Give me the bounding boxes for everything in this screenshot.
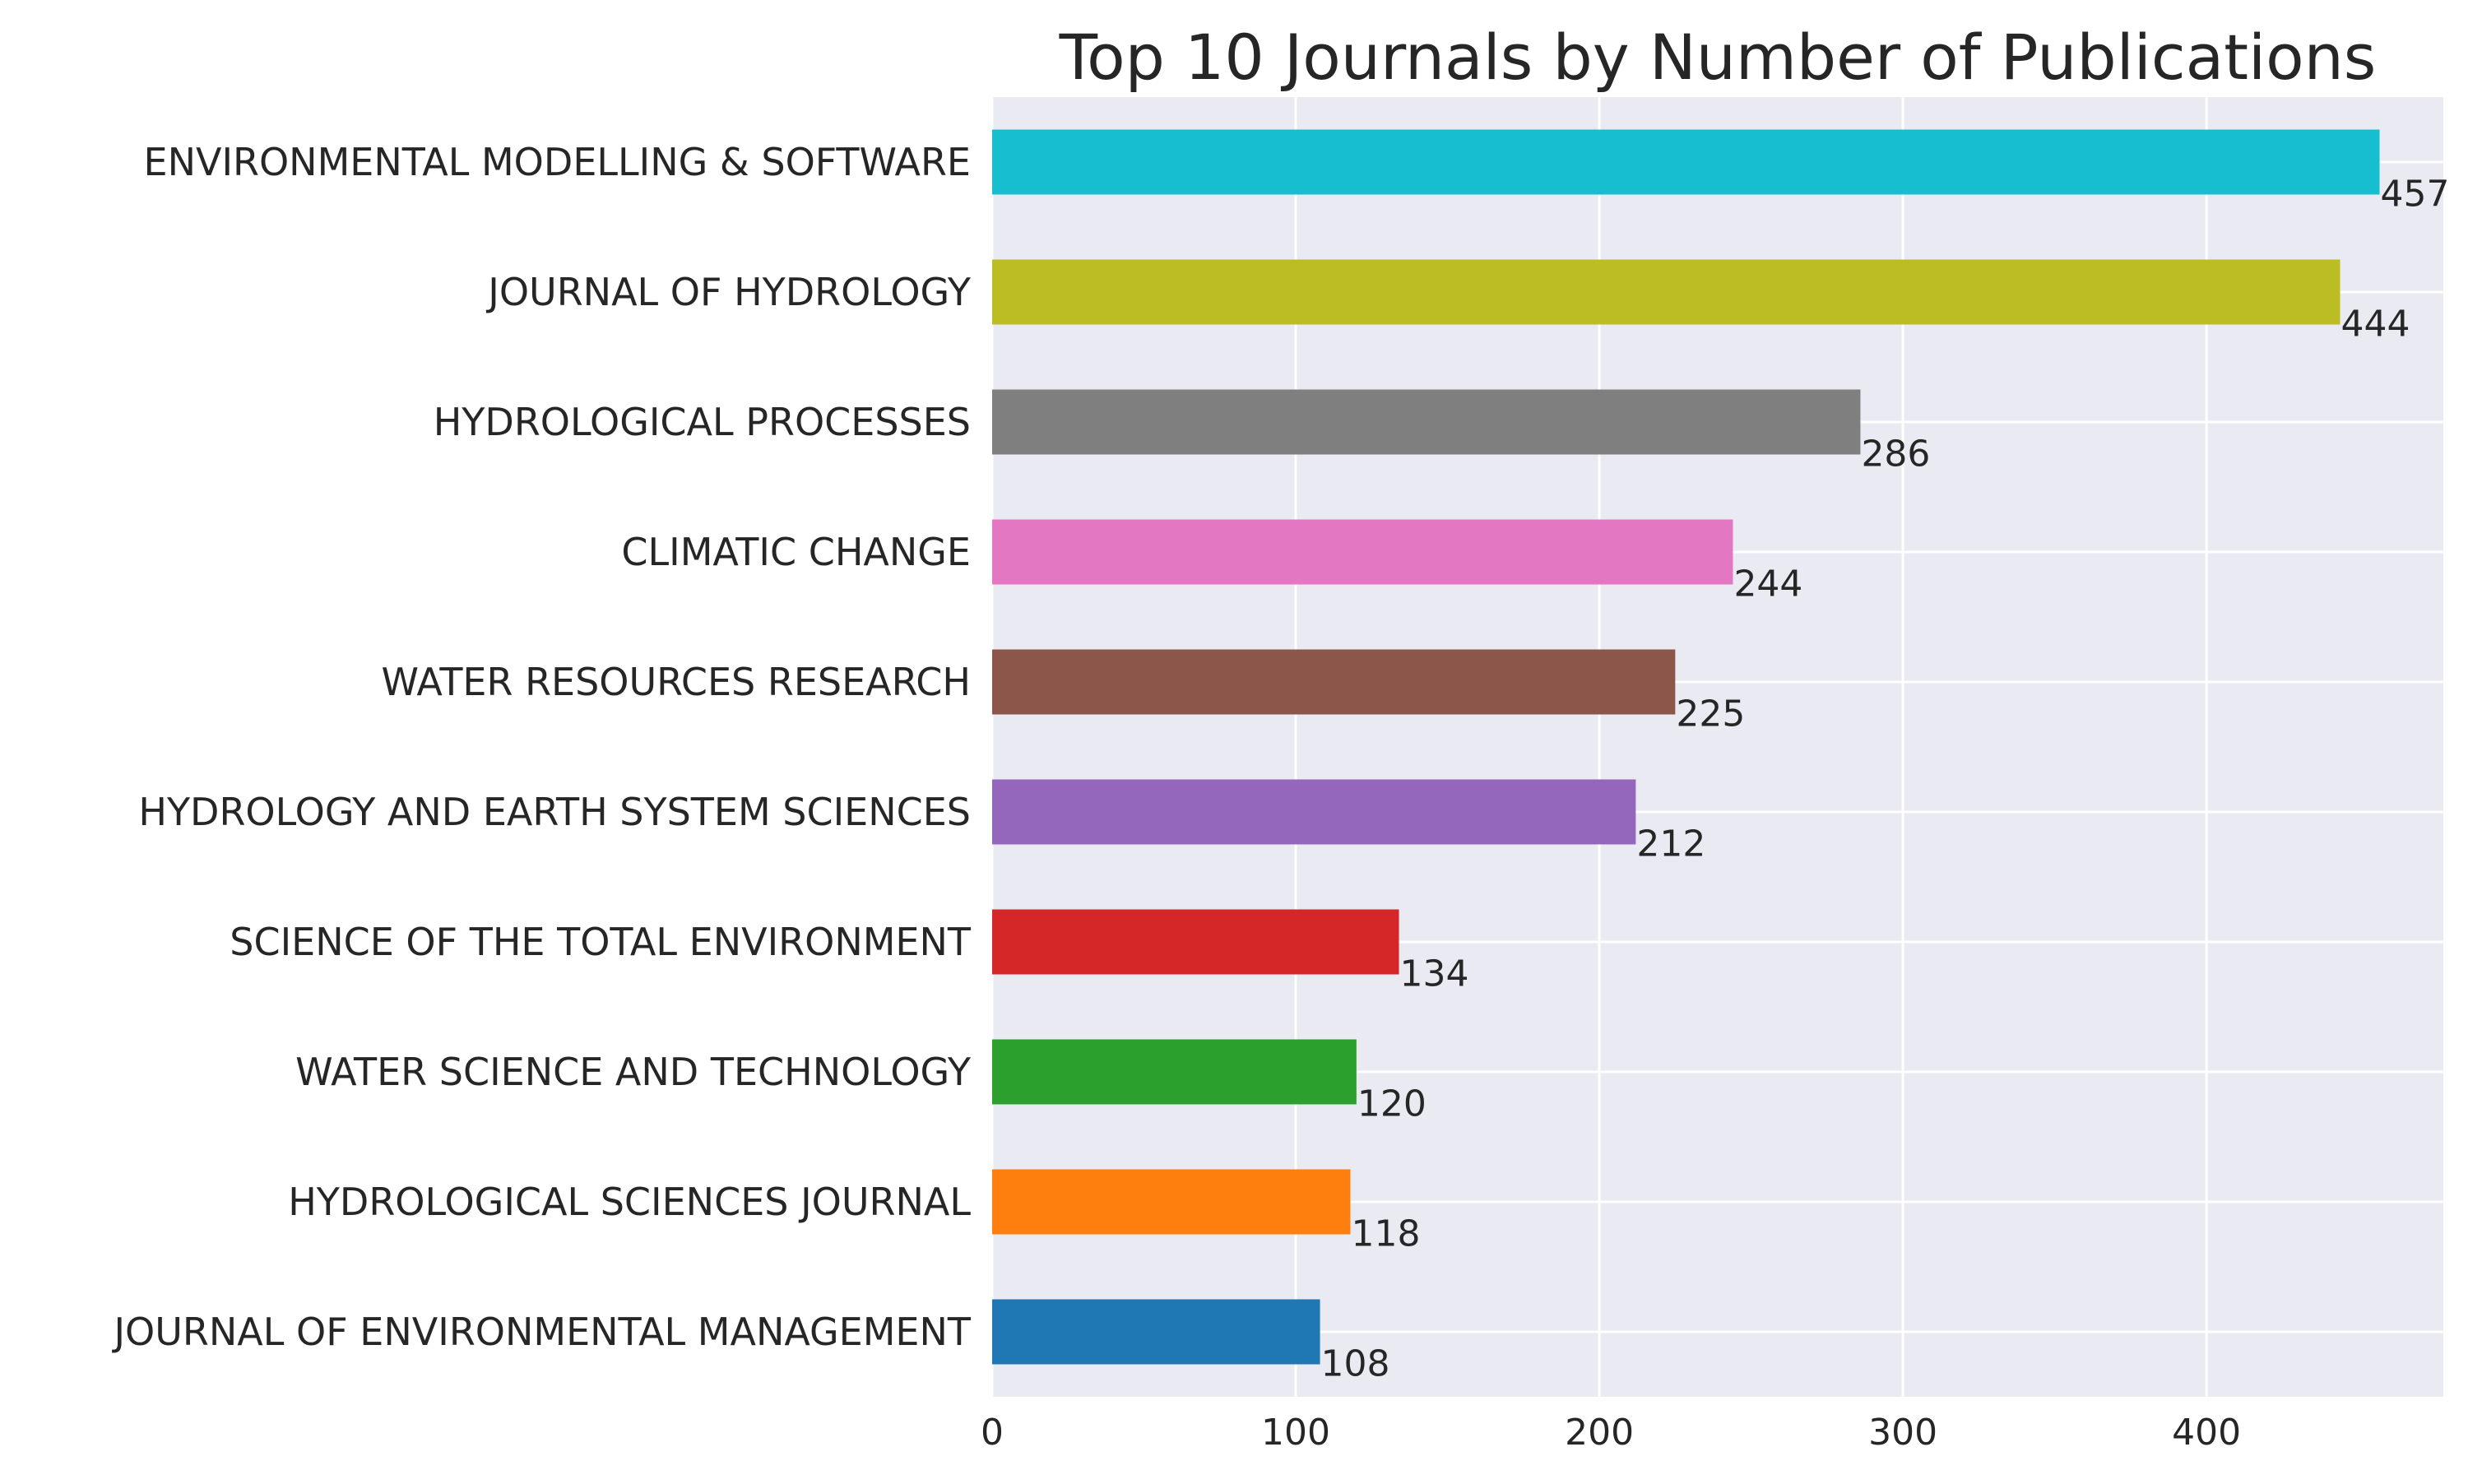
data-label: 244 [1733,563,1802,605]
bar [992,1169,1351,1235]
value-labels: 457 444 286 244 225 212 134 120 118 108 [1321,174,2450,1385]
category-label: JOURNAL OF ENVIRONMENTAL MANAGEMENT [111,1310,971,1354]
x-axis-tick-labels: 0 100 200 300 400 [981,1412,2241,1454]
bar [992,389,1861,455]
bar [992,1039,1357,1105]
data-label: 118 [1351,1213,1420,1255]
category-label: CLIMATIC CHANGE [621,530,971,574]
data-label: 457 [2381,174,2450,216]
bar [992,259,2340,325]
category-label: SCIENCE OF THE TOTAL ENVIRONMENT [230,920,972,964]
data-label: 212 [1636,823,1705,865]
category-label: HYDROLOGICAL SCIENCES JOURNAL [288,1180,971,1224]
data-label: 225 [1676,693,1745,735]
bar [992,779,1636,845]
category-label: HYDROLOGICAL PROCESSES [434,400,971,444]
x-tick-label: 0 [981,1412,1004,1454]
category-label: ENVIRONMENTAL MODELLING & SOFTWARE [144,140,972,184]
bar [992,1299,1320,1365]
category-label: JOURNAL OF HYDROLOGY [485,270,972,314]
chart-title: Top 10 Journals by Number of Publication… [1059,21,2377,94]
data-label: 108 [1321,1343,1390,1385]
x-tick-label: 200 [1565,1412,1634,1454]
bar [992,129,2380,195]
data-label: 286 [1861,434,1930,475]
category-label: WATER RESOURCES RESEARCH [381,660,971,704]
category-label: HYDROLOGY AND EARTH SYSTEM SCIENCES [138,790,971,834]
x-tick-label: 300 [1868,1412,1937,1454]
bars [992,129,2380,1365]
data-label: 120 [1357,1083,1427,1125]
y-axis-tick-labels: ENVIRONMENTAL MODELLING & SOFTWARE JOURNA… [111,140,971,1354]
category-label: WATER SCIENCE AND TECHNOLOGY [295,1050,972,1094]
bar [992,649,1676,715]
x-tick-label: 100 [1261,1412,1330,1454]
x-tick-label: 400 [2172,1412,2241,1454]
data-label: 444 [2341,304,2410,345]
bar [992,519,1733,585]
bar [992,909,1399,975]
data-label: 134 [1400,953,1469,995]
